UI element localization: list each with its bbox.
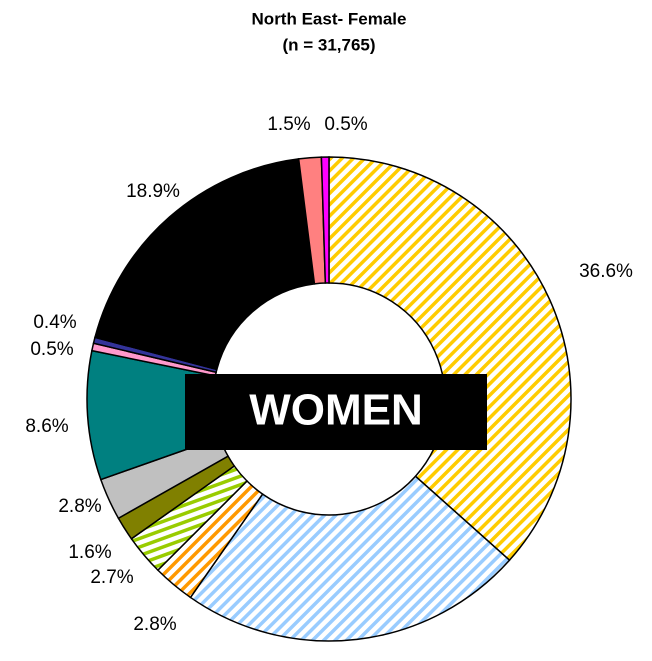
data-label: 2.8% bbox=[133, 614, 176, 635]
slice bbox=[94, 158, 316, 371]
slice bbox=[320, 156, 330, 284]
data-label: 0.5% bbox=[30, 339, 73, 360]
data-label: 0.5% bbox=[324, 114, 367, 135]
data-label: 1.6% bbox=[68, 542, 111, 563]
data-label: 18.9% bbox=[126, 181, 180, 202]
data-label: 36.6% bbox=[579, 261, 633, 282]
data-label: 2.8% bbox=[58, 496, 101, 517]
data-label: 0.4% bbox=[33, 312, 76, 333]
center-label: WOMEN bbox=[249, 386, 423, 435]
data-label: 2.7% bbox=[90, 567, 133, 588]
slice bbox=[189, 475, 511, 642]
data-label: 1.5% bbox=[267, 114, 310, 135]
chart-subtitle: (n = 31,765) bbox=[282, 35, 375, 54]
center-box bbox=[185, 374, 487, 450]
data-label: 8.6% bbox=[25, 416, 68, 437]
slice bbox=[328, 156, 572, 562]
chart-title: North East- Female bbox=[252, 9, 407, 28]
